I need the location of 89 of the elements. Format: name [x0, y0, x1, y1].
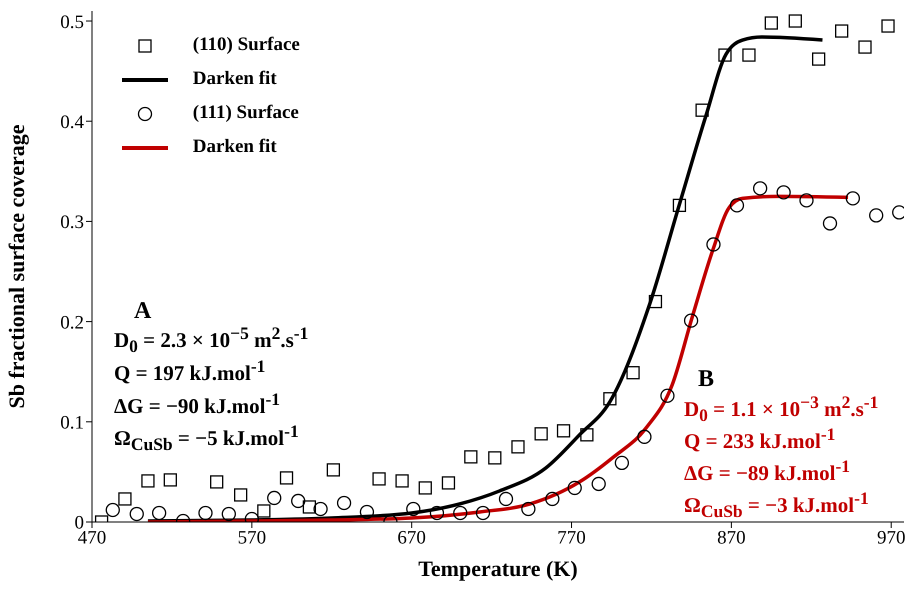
legend-label: (110) Surface	[192, 34, 300, 55]
point	[210, 475, 224, 489]
point	[603, 392, 617, 406]
point	[626, 366, 640, 380]
annotation: ΔG = −90 kJ.mol$^{-1}$	[114, 389, 280, 419]
point	[130, 506, 144, 522]
point	[695, 104, 709, 117]
legend-label: (111) Surface	[192, 102, 299, 123]
annotation: Q = 197 kJ.mol$^{-1}$	[114, 356, 266, 386]
point	[648, 294, 662, 308]
point	[430, 506, 444, 520]
point	[222, 506, 236, 522]
point	[742, 48, 756, 62]
point	[614, 456, 630, 470]
y-tick-label: 0.3	[60, 212, 84, 234]
point	[580, 428, 594, 442]
point	[684, 313, 698, 328]
point	[152, 506, 166, 520]
point	[788, 14, 802, 28]
y-tick-label: 0.5	[60, 12, 84, 33]
point	[488, 451, 502, 465]
point	[556, 424, 570, 438]
point	[835, 24, 848, 38]
annotation: A	[134, 298, 152, 325]
y-tick-label: 0.2	[60, 312, 84, 334]
point	[812, 52, 826, 66]
point	[257, 504, 270, 518]
point	[568, 480, 582, 496]
x-tick-label: 570	[238, 527, 266, 548]
point	[360, 504, 374, 520]
point	[799, 193, 814, 208]
point	[881, 19, 895, 33]
point	[776, 185, 791, 200]
point	[718, 48, 732, 62]
y-axis-title: Sb fractional surface coverage	[4, 124, 29, 409]
annotation: Ω$_{CuSb}$ = −3 kJ.mol$^{-1}$	[684, 488, 869, 522]
point	[498, 492, 514, 506]
point	[372, 472, 386, 486]
point	[326, 463, 340, 477]
x-tick-label: 770	[557, 527, 586, 548]
point	[637, 430, 652, 444]
point	[592, 476, 606, 492]
annotation: ΔG = −89 kJ.mol$^{-1}$	[684, 456, 850, 486]
point	[764, 16, 778, 30]
point	[453, 506, 468, 520]
point	[869, 208, 884, 223]
annotation: D$_{0}$ = 2.3 × 10$^{−5}$ m$^{2}$.s$^{-1}$	[114, 323, 308, 358]
annotation: B	[698, 366, 714, 393]
y-tick-label: 0.4	[60, 112, 84, 133]
point	[846, 191, 860, 206]
point	[198, 506, 213, 520]
point	[476, 506, 490, 520]
point	[672, 198, 686, 212]
point	[822, 216, 838, 231]
point	[106, 502, 120, 518]
x-tick-label: 970	[876, 527, 906, 548]
point	[141, 474, 155, 488]
point	[336, 496, 352, 510]
point	[534, 427, 548, 440]
point	[858, 40, 872, 54]
point	[511, 440, 525, 454]
point	[291, 494, 306, 508]
point	[406, 502, 420, 516]
point	[521, 502, 536, 516]
point	[234, 488, 248, 502]
x-tick-label: 870	[717, 527, 746, 548]
point	[418, 481, 432, 495]
point	[752, 181, 768, 196]
point	[706, 237, 721, 252]
point	[442, 476, 456, 490]
y-tick-label: 0.1	[60, 412, 84, 434]
point	[395, 474, 409, 488]
point	[730, 198, 744, 213]
annotation: Ω$_{CuSb}$ = −5 kJ.mol$^{-1}$	[114, 421, 299, 456]
point	[118, 492, 132, 506]
annotation: D$_{0}$ = 1.1 × 10$^{−3}$ m$^{2}$.s$^{-1}$	[684, 392, 878, 426]
legend-label: Darken fit	[192, 68, 277, 89]
point	[302, 500, 316, 514]
point	[464, 450, 478, 464]
point	[267, 490, 282, 506]
point	[313, 502, 328, 516]
point	[545, 492, 560, 506]
point	[280, 471, 294, 485]
point	[164, 473, 177, 487]
annotation: Q = 233 kJ.mol$^{-1}$	[684, 424, 836, 454]
point	[660, 388, 675, 403]
x-axis-title: Temperature (K)	[418, 556, 578, 581]
legend-label: Darken fit	[192, 136, 277, 157]
x-tick-label: 670	[397, 527, 426, 548]
